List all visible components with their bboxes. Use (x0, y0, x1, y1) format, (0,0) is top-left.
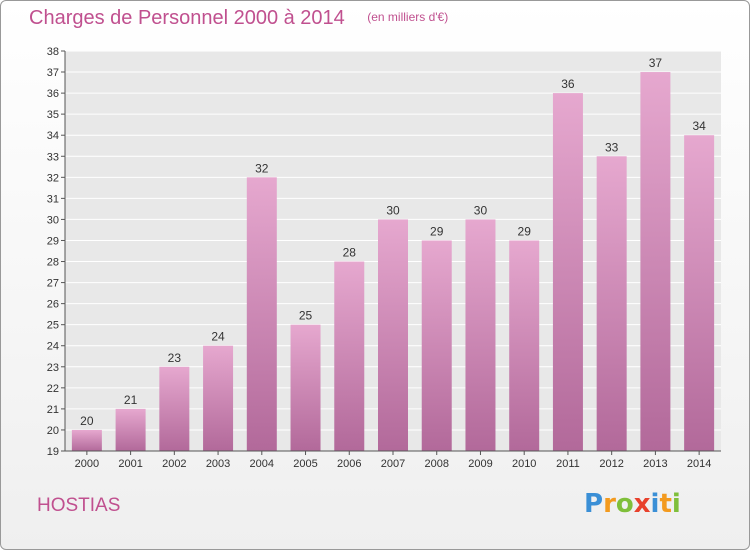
logo-letter: i (671, 489, 681, 519)
logo-letter: o (615, 489, 634, 519)
y-tick-label: 32 (47, 172, 59, 184)
y-tick-label: 22 (47, 383, 59, 395)
data-label: 33 (605, 140, 619, 154)
bars (71, 72, 715, 452)
data-label: 23 (168, 351, 182, 365)
bar (465, 219, 496, 451)
data-label: 34 (692, 119, 706, 133)
y-tick-label: 26 (47, 299, 59, 311)
x-tick-label: 2006 (337, 458, 361, 470)
data-label: 24 (211, 330, 225, 344)
y-tick-label: 35 (47, 109, 59, 121)
y-tick-label: 27 (47, 278, 59, 290)
x-tick-label: 2014 (687, 458, 711, 470)
x-tick-label: 2000 (75, 458, 99, 470)
x-tick-label: 2009 (468, 458, 492, 470)
x-tick-label: 2005 (293, 458, 317, 470)
y-tick-label: 36 (47, 88, 59, 100)
bar (334, 261, 365, 451)
data-label: 25 (299, 309, 313, 323)
data-label: 28 (343, 246, 357, 260)
data-labels: 20 21 23 24 32 25 28 30 29 30 29 36 33 37 34 (80, 56, 706, 428)
bar (71, 429, 102, 451)
bar (203, 345, 234, 451)
y-tick-label: 20 (47, 425, 59, 437)
data-label: 29 (430, 224, 444, 238)
x-tick-label: 2003 (206, 458, 230, 470)
data-label: 32 (255, 161, 269, 175)
data-label: 30 (474, 203, 488, 217)
y-tick-label: 25 (47, 320, 59, 332)
title-row: Charges de Personnel 2000 à 2014 (en mil… (29, 7, 448, 37)
logo-letter: t (659, 489, 672, 519)
data-label: 37 (649, 56, 663, 70)
bar (378, 219, 408, 451)
x-tick-label: 2007 (381, 458, 405, 470)
bar (290, 324, 321, 451)
bar (552, 93, 583, 452)
x-tick-label: 2013 (643, 458, 667, 470)
bar (421, 240, 452, 451)
logo-letter: x (633, 489, 651, 519)
y-tick-label: 33 (47, 151, 59, 163)
x-tick-label: 2002 (162, 458, 186, 470)
y-tick-label: 38 (47, 46, 59, 58)
bar (640, 72, 671, 451)
y-tick-label: 23 (47, 362, 59, 374)
chart-subtitle: (en milliers d'€) (367, 10, 449, 24)
y-tick-label: 19 (47, 446, 59, 458)
y-tick-label: 37 (47, 67, 59, 79)
y-tick-label: 28 (47, 257, 59, 269)
axes: 19 20 21 22 23 24 25 26 27 28 29 30 31 32 33 34 35 36 37 38… (47, 46, 721, 470)
x-tick-label: 2001 (118, 458, 142, 470)
logo-letter: i (650, 489, 660, 519)
data-label: 20 (80, 414, 94, 428)
y-tick-label: 29 (47, 235, 59, 247)
data-label: 36 (561, 77, 575, 91)
x-tick-label: 2008 (424, 458, 448, 470)
y-tick-label: 24 (47, 341, 59, 353)
bar (159, 366, 190, 451)
proxiti-logo: Proxiti (584, 489, 681, 519)
data-label: 30 (386, 203, 400, 217)
chart-title: Charges de Personnel 2000 à 2014 (29, 7, 345, 29)
y-tick-label: 34 (47, 130, 59, 142)
bar (596, 156, 627, 451)
x-tick-label: 2012 (599, 458, 623, 470)
commune-name: HOSTIAS (37, 495, 121, 516)
x-tick-label: 2004 (250, 458, 274, 470)
logo-letter: P (584, 489, 604, 519)
bar (509, 240, 540, 451)
data-label: 21 (124, 393, 138, 407)
x-tick-label: 2010 (512, 458, 536, 470)
x-tick-label: 2011 (556, 458, 580, 470)
data-label: 29 (518, 224, 532, 238)
y-tick-label: 30 (47, 214, 59, 226)
logo-letter: r (603, 489, 616, 519)
bar (115, 408, 146, 451)
bar (246, 177, 277, 451)
bar (684, 135, 715, 452)
y-tick-label: 21 (47, 404, 59, 416)
y-tick-label: 31 (47, 193, 59, 205)
